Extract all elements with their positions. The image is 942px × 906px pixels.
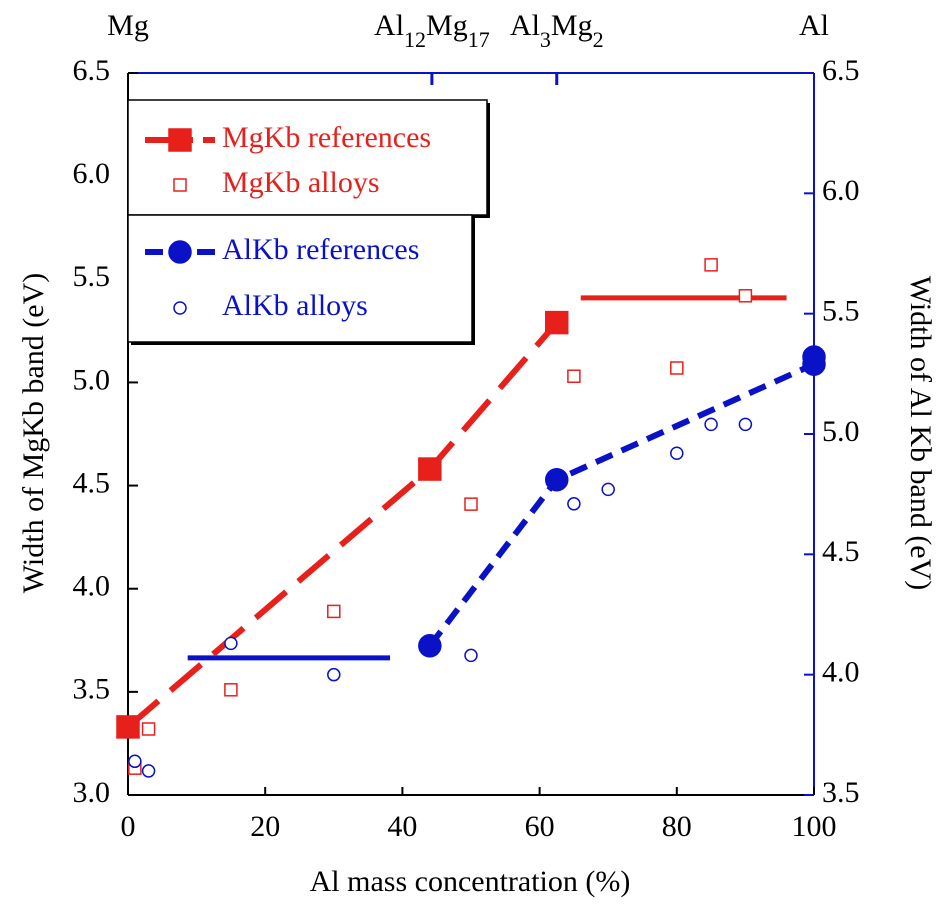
x-tick-label: 20 [250,810,280,843]
top-label-part: 17 [468,27,490,52]
y-tick-label: 6.0 [73,157,111,190]
point [128,754,142,769]
series-line [427,356,817,648]
top-label-part: Al [374,9,404,42]
point [224,636,238,651]
top-label-part: 12 [404,27,426,52]
point [567,369,581,383]
y2-tick-label: 4.0 [822,656,860,689]
y-tick-label: 4.5 [73,466,111,499]
legend-label: AlKb references [222,233,419,266]
point [545,310,569,335]
y-tick-label: 3.5 [73,673,111,706]
legend-marker [173,178,187,192]
top-label: Al12Mg17 [374,9,490,52]
point [116,715,140,739]
point [738,417,753,432]
legend-box [127,99,488,216]
x-tick-label: 60 [525,810,555,843]
y-tick-label: 5.0 [73,363,111,396]
point [802,345,826,369]
point [670,446,684,461]
y-tick-label: 4.0 [73,570,111,603]
point [141,764,156,778]
point [704,417,718,432]
legend-label: AlKb alloys [222,289,368,322]
legend-marker [168,240,192,264]
legend-label: MgKb references [222,121,431,154]
point [464,497,478,511]
legend-label: MgKb alloys [222,166,380,199]
y-axis-title: Width of MgKb band (eV) [17,273,50,593]
point [224,683,238,697]
top-label-part: Al [510,9,540,42]
y2-tick-label: 6.5 [822,54,860,87]
point [464,648,478,663]
y-tick-label: 6.5 [73,54,111,87]
point [418,457,442,481]
x-axis-title: Al mass concentration (%) [310,865,631,898]
point [545,467,569,492]
top-label: Al [799,9,829,42]
point [141,722,156,736]
x-tick-label: 0 [121,810,136,843]
y2-tick-label: 4.5 [822,535,860,568]
y2-tick-label: 3.5 [822,776,860,809]
point [418,634,442,658]
y-tick-label: 3.0 [73,776,111,809]
top-label-part: Mg [107,9,149,42]
point [704,258,718,272]
y2-axis-title: Width of Al Kb band (eV) [904,276,937,591]
point [670,361,684,375]
top-label-part: 3 [540,27,551,52]
top-label-part: Mg [551,9,593,42]
legend-marker [173,301,187,315]
point [327,604,341,619]
top-label: Mg [107,9,149,42]
top-label-part: 2 [593,27,604,52]
point [738,289,753,303]
x-tick-label: 100 [792,810,837,843]
legend-marker [168,128,192,152]
top-label-part: Mg [426,9,468,42]
y2-tick-label: 6.0 [822,174,860,207]
point [327,667,341,682]
y2-tick-label: 5.0 [822,415,860,448]
point [601,482,615,497]
x-tick-label: 40 [387,810,417,843]
top-label: Al3Mg2 [510,9,604,52]
point [567,497,581,511]
y-tick-label: 5.5 [73,260,111,293]
series-line [126,320,560,730]
legend-box [127,214,473,343]
x-tick-label: 80 [662,810,692,843]
top-label-part: Al [799,9,829,42]
y2-tick-label: 5.5 [822,295,860,328]
